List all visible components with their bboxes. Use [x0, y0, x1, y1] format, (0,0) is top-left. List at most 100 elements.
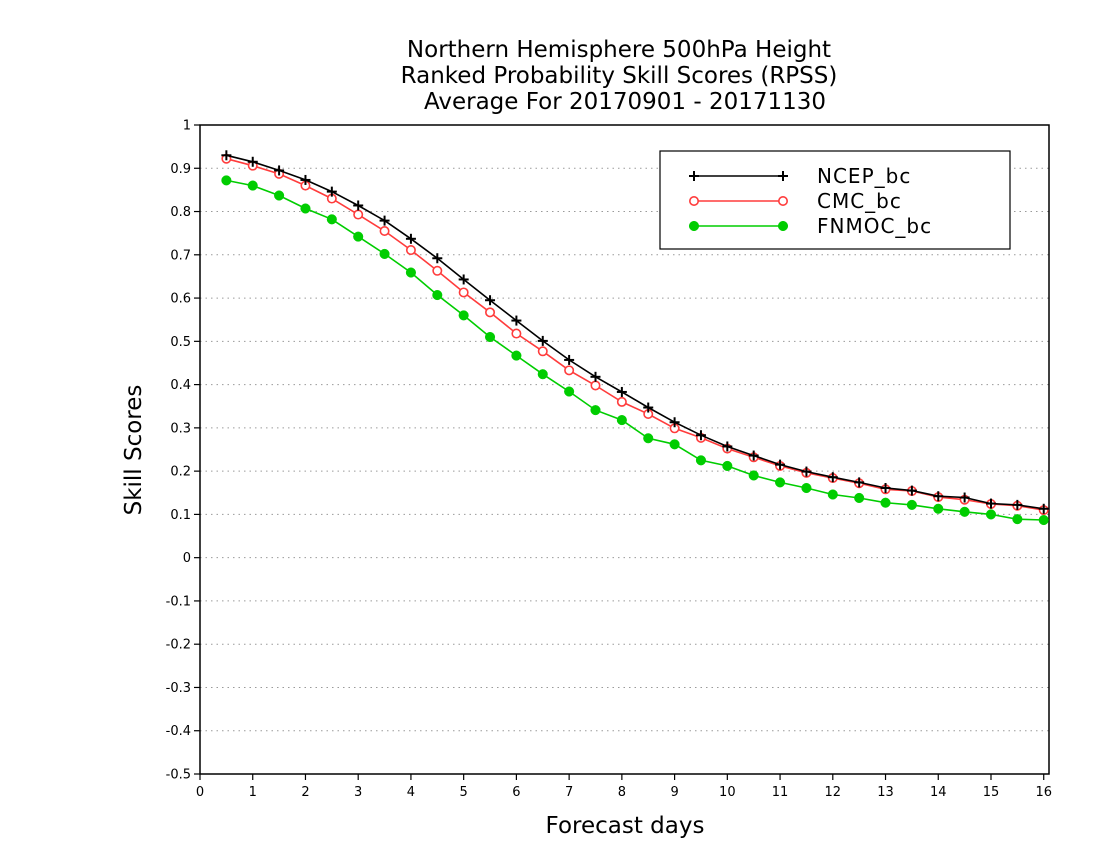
x-tick-label: 14 — [930, 785, 947, 800]
data-point — [405, 245, 416, 256]
data-point — [933, 491, 944, 502]
y-tick-label: 0.4 — [170, 378, 191, 393]
y-tick-label: -0.5 — [166, 768, 191, 783]
data-point — [933, 503, 944, 514]
data-point — [959, 492, 970, 503]
data-point — [247, 180, 258, 191]
x-tick-label: 6 — [512, 785, 520, 800]
legend-marker — [778, 171, 788, 181]
data-point — [379, 215, 390, 226]
data-point — [247, 156, 258, 167]
y-tick-label: 0.8 — [170, 205, 191, 220]
legend-marker — [688, 220, 700, 232]
data-point — [353, 200, 364, 211]
chart-titles: Northern Hemisphere 500hPa Height Ranked… — [401, 37, 838, 115]
data-point — [669, 439, 680, 450]
data-point — [1012, 514, 1023, 525]
data-point — [274, 190, 285, 201]
legend-box — [659, 150, 1011, 250]
data-point — [722, 441, 733, 452]
chart-title-line-2: Ranked Probability Skill Scores (RPSS) — [401, 63, 838, 89]
data-point — [959, 506, 970, 517]
data-point — [695, 430, 706, 441]
series-FNMOC_bc — [221, 175, 1049, 526]
legend-label: NCEP_bc — [817, 164, 911, 188]
legend-marker — [777, 220, 789, 232]
legend-entry-CMC_bc: CMC_bc — [688, 189, 901, 213]
data-point — [485, 295, 496, 306]
data-point — [643, 433, 654, 444]
y-axis-ticks: -0.5 -0.4 -0.3 -0.2 -0.1 0 0.1 0.2 0.3 0.4 0.5 0.6 0… — [166, 119, 200, 783]
y-tick-label: 1 — [183, 119, 191, 134]
chart-title-line-3: Average For 20170901 - 20171130 — [424, 89, 826, 115]
legend-marker — [688, 196, 699, 207]
x-tick-label: 13 — [877, 785, 894, 800]
legend-marker — [689, 171, 699, 181]
data-point — [537, 369, 548, 380]
data-point — [326, 186, 337, 197]
y-tick-label: -0.2 — [166, 638, 191, 653]
data-point — [485, 307, 496, 318]
data-point — [827, 489, 838, 500]
data-point — [458, 287, 469, 298]
x-tick-label: 12 — [825, 785, 842, 800]
x-tick-label: 10 — [719, 785, 736, 800]
data-point — [1038, 503, 1049, 514]
data-point — [511, 315, 522, 326]
data-point — [221, 150, 232, 161]
data-point — [379, 226, 390, 237]
data-point — [854, 492, 865, 504]
data-point — [827, 472, 838, 483]
data-point — [564, 354, 575, 365]
data-point — [722, 460, 733, 471]
data-point — [300, 174, 311, 185]
data-point — [906, 485, 917, 496]
data-point — [985, 509, 997, 520]
data-point — [353, 209, 364, 220]
y-tick-label: -0.1 — [166, 594, 191, 609]
x-axis-ticks: 0 1 2 3 4 5 6 7 8 9 10 11 12 13 14 15 16 — [196, 774, 1052, 800]
y-tick-label: 0.3 — [170, 421, 191, 436]
data-point — [564, 365, 575, 376]
data-point — [985, 498, 996, 509]
plot-area-frame — [199, 124, 1050, 775]
legend-marker — [777, 196, 788, 207]
data-point — [1038, 514, 1049, 526]
data-point — [300, 203, 311, 214]
data-point — [484, 331, 496, 343]
series-NCEP_bc — [221, 150, 1049, 514]
data-point — [432, 289, 443, 301]
data-point — [511, 328, 522, 339]
data-point — [748, 470, 759, 481]
x-tick-label: 15 — [983, 785, 1000, 800]
series-group — [221, 150, 1049, 526]
data-point — [537, 346, 548, 357]
data-point — [590, 371, 601, 382]
data-point — [880, 497, 891, 508]
y-tick-label: 0.1 — [170, 508, 191, 523]
data-point — [432, 253, 443, 264]
data-point — [906, 499, 917, 510]
data-point — [432, 265, 443, 276]
y-tick-label: 0.5 — [170, 335, 191, 350]
y-gridlines — [200, 167, 1049, 732]
data-point — [405, 267, 416, 278]
data-point — [353, 231, 364, 242]
chart-title-line-1: Northern Hemisphere 500hPa Height — [407, 37, 831, 63]
x-tick-label: 8 — [618, 785, 626, 800]
data-point — [1012, 499, 1023, 510]
y-tick-label: 0.9 — [170, 162, 191, 177]
x-tick-label: 11 — [772, 785, 789, 800]
data-point — [326, 214, 337, 225]
data-point — [511, 350, 522, 361]
data-point — [590, 380, 601, 391]
data-point — [221, 175, 232, 186]
x-tick-label: 4 — [407, 785, 415, 800]
data-point — [274, 165, 285, 176]
y-tick-label: 0.6 — [170, 292, 191, 307]
data-point — [854, 477, 865, 488]
y-tick-label: -0.4 — [166, 724, 191, 739]
data-point — [537, 335, 548, 346]
x-tick-label: 16 — [1035, 785, 1052, 800]
